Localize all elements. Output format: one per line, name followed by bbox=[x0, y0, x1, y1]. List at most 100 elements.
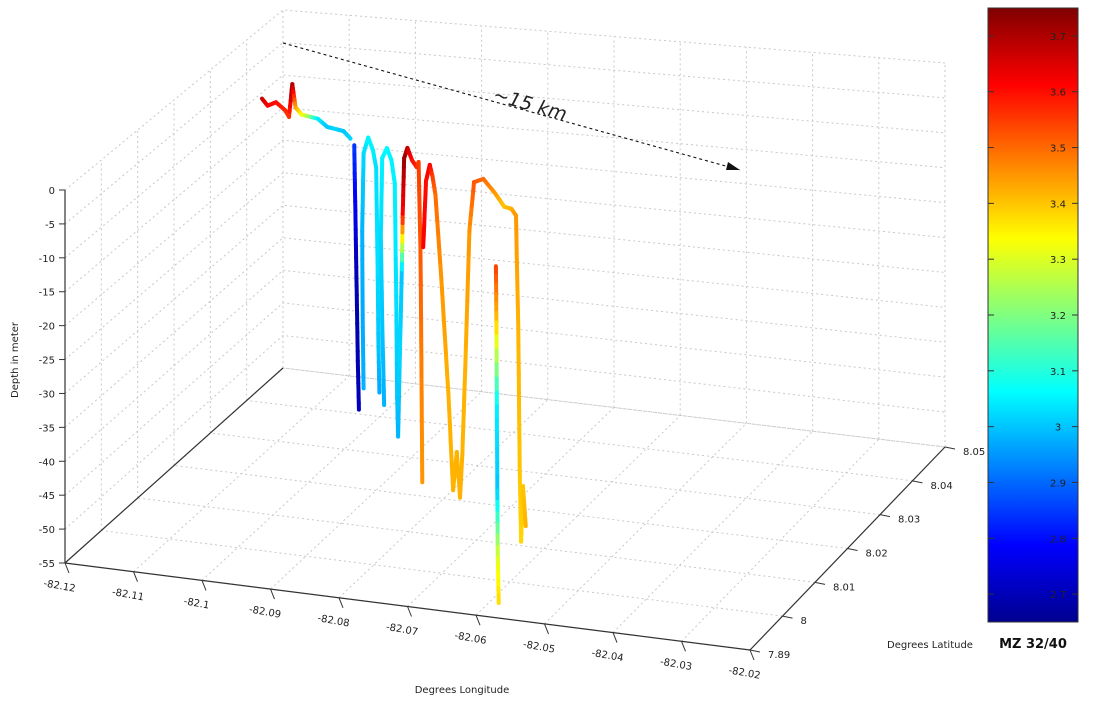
x-tick-label: -82.02 bbox=[728, 665, 762, 681]
grid-line bbox=[338, 399, 549, 599]
y-tick-label: 7.89 bbox=[768, 650, 790, 661]
profile-segment bbox=[466, 252, 471, 280]
data-traces bbox=[260, 82, 528, 605]
profile-segment bbox=[449, 456, 455, 477]
profile-segment bbox=[460, 423, 466, 442]
profile-segment bbox=[446, 391, 452, 412]
colorbar-tick-label: 3.2 bbox=[1050, 311, 1066, 322]
distance-annotation-label: ~15 km bbox=[491, 84, 570, 126]
grid-line bbox=[64, 172, 946, 360]
grid-line bbox=[173, 465, 848, 549]
profile-segment bbox=[448, 423, 453, 444]
grid-line bbox=[282, 367, 946, 448]
distance-annotation-line bbox=[282, 42, 741, 171]
profile-series bbox=[352, 143, 361, 412]
y-tick-label: 8.05 bbox=[963, 447, 985, 458]
profile-segment bbox=[523, 517, 528, 529]
z-axis-label: Depth in meter bbox=[10, 321, 21, 398]
colorbar-tick-label: 2.7 bbox=[1050, 590, 1066, 601]
profile-segment bbox=[465, 275, 470, 303]
colorbar-tick-label: 2.8 bbox=[1050, 534, 1066, 545]
profile-segment bbox=[461, 409, 466, 428]
profile-series bbox=[493, 264, 501, 605]
profile-series bbox=[378, 146, 401, 439]
x-tick-mark bbox=[749, 649, 755, 661]
x-tick-label: -82.09 bbox=[248, 604, 282, 620]
y-tick-label: 8.03 bbox=[898, 515, 920, 526]
z-tick-label: -15 bbox=[39, 288, 55, 299]
profile-segment bbox=[444, 353, 450, 377]
grid-line bbox=[64, 139, 946, 327]
z-tick-label: -5 bbox=[45, 220, 55, 231]
profile-segment bbox=[440, 296, 446, 320]
x-tick-label: -82.12 bbox=[43, 578, 77, 594]
x-tick-label: -82.06 bbox=[454, 631, 488, 647]
z-tick-label: -25 bbox=[39, 356, 55, 367]
profile-series bbox=[396, 145, 425, 485]
grid-line bbox=[64, 42, 946, 225]
x-tick-label: -82.04 bbox=[591, 648, 625, 664]
y-tick-mark bbox=[912, 480, 923, 484]
y-tick-mark bbox=[814, 581, 826, 585]
grid-line bbox=[64, 9, 946, 191]
colorbar-title: MZ 32/40 bbox=[999, 637, 1067, 652]
profile-segment bbox=[439, 278, 445, 301]
y-tick-label: 8 bbox=[801, 616, 807, 627]
colorbar-tick-label: 3.7 bbox=[1050, 32, 1066, 43]
colorbar bbox=[987, 7, 1079, 623]
y-tick-mark bbox=[749, 649, 761, 653]
grid-line bbox=[64, 302, 946, 496]
x-tick-mark bbox=[64, 562, 70, 574]
profile-segment bbox=[437, 249, 443, 268]
distance-annotation: ~15 km bbox=[282, 42, 741, 171]
y-tick-label: 8.02 bbox=[866, 549, 888, 560]
x-tick-label: -82.08 bbox=[317, 613, 351, 629]
y-tick-mark bbox=[782, 615, 793, 619]
colorbar-tick-label: 3.5 bbox=[1050, 144, 1066, 155]
colorbar-tick-label: 3.4 bbox=[1050, 199, 1066, 210]
profile-segment bbox=[447, 407, 452, 428]
profile-segment bbox=[441, 315, 447, 339]
y-tick-mark bbox=[847, 548, 858, 551]
grid-line bbox=[137, 497, 816, 583]
x-axis-label: Degrees Longitude bbox=[415, 685, 510, 696]
axis-line bbox=[64, 367, 284, 564]
profile-segment bbox=[462, 382, 467, 400]
z-tick-label: -10 bbox=[39, 254, 55, 265]
profile-segment bbox=[436, 235, 442, 254]
colorbar-tick-label: 3.3 bbox=[1050, 255, 1066, 266]
z-tick-label: -30 bbox=[39, 389, 55, 400]
grid-line bbox=[681, 438, 880, 642]
colorbar-tick-labels: 2.7 2.8 2.9 3 3.1 3.2 3.3 3.4 3.5 3.6 3.7 bbox=[988, 32, 1078, 601]
x-tick-mark bbox=[612, 632, 618, 643]
grid-line bbox=[64, 237, 946, 428]
colorbar-tick-label: 3.6 bbox=[1050, 88, 1066, 99]
colorbar-tick-label: 3.1 bbox=[1050, 367, 1066, 378]
profile-segment bbox=[435, 220, 441, 240]
colorbar-tick-label: 2.9 bbox=[1050, 478, 1066, 489]
profile-segment bbox=[466, 229, 472, 257]
x-tick-label: -82.03 bbox=[659, 657, 693, 673]
grid-line bbox=[407, 407, 615, 607]
x-tick-mark bbox=[475, 615, 481, 626]
x-tick-mark bbox=[681, 641, 686, 652]
profile-segment bbox=[463, 345, 468, 373]
profile-segment bbox=[438, 263, 444, 282]
profile-segment bbox=[434, 206, 440, 225]
y-tick-mark bbox=[879, 514, 891, 518]
grid-line bbox=[544, 422, 747, 625]
colorbar-tick-label: 3 bbox=[1055, 423, 1061, 434]
x-tick-label: -82.07 bbox=[385, 622, 419, 638]
y-axis-label: Degrees Latitude bbox=[887, 640, 973, 651]
x-tick-mark bbox=[544, 623, 549, 635]
grid-line bbox=[270, 391, 482, 590]
z-tick-label: -35 bbox=[39, 423, 55, 434]
y-tick-mark bbox=[944, 446, 956, 450]
z-tick-label: -40 bbox=[39, 457, 55, 468]
profile-segment bbox=[462, 368, 468, 387]
x-tick-label: -82.05 bbox=[522, 639, 556, 655]
x-tick-mark bbox=[407, 606, 412, 617]
z-tick-label: -45 bbox=[39, 491, 55, 502]
chart-grid bbox=[64, 9, 946, 651]
